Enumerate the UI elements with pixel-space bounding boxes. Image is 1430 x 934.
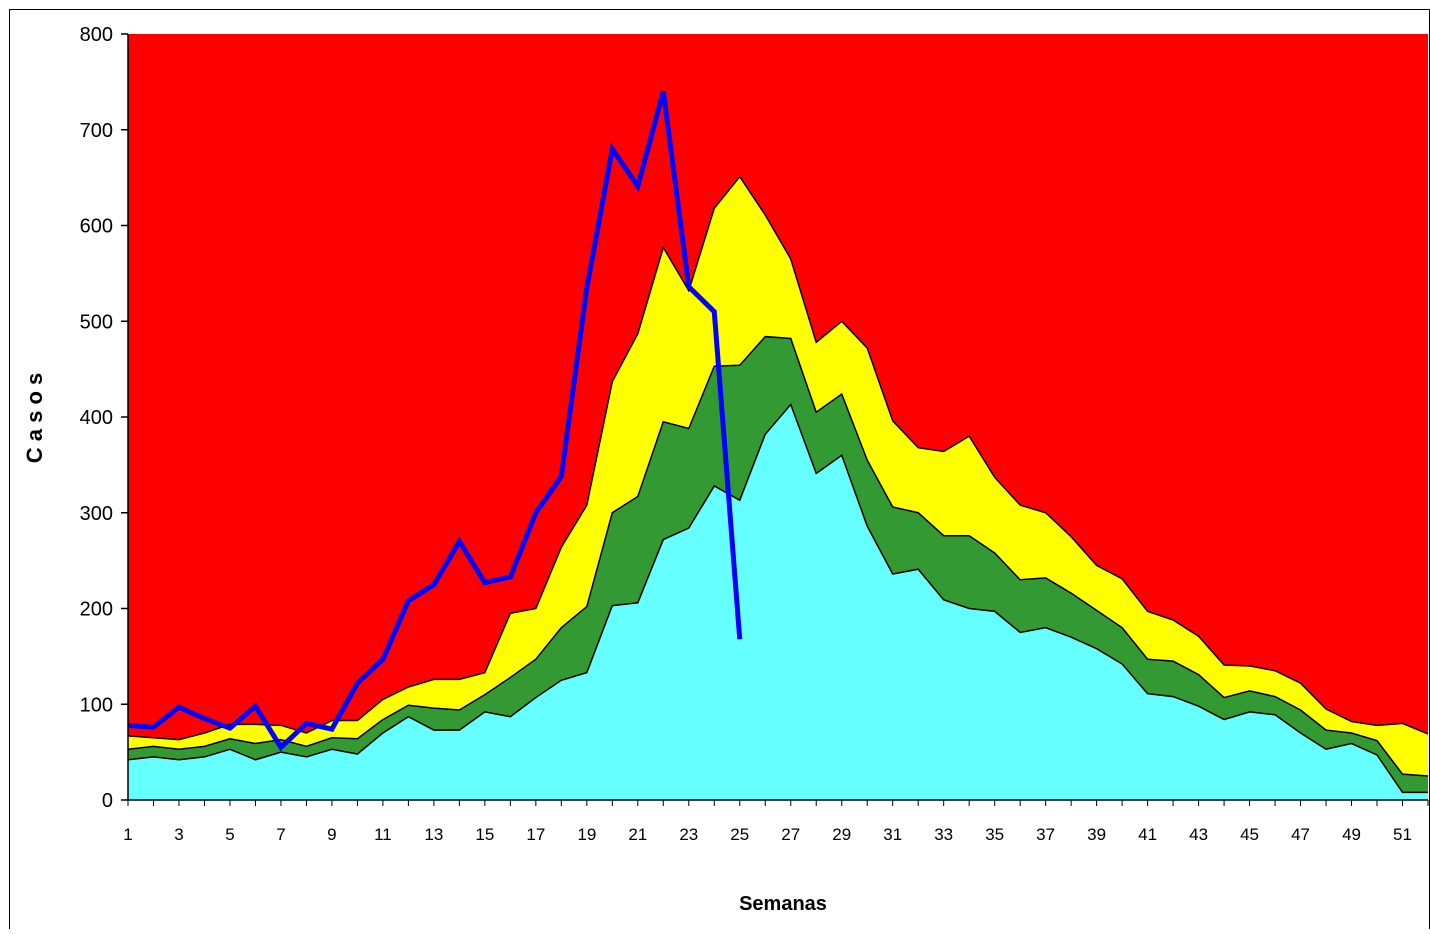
x-tick-label: 21 — [628, 825, 647, 844]
x-tick-label: 17 — [526, 825, 545, 844]
security-band-edge — [127, 335, 1429, 777]
channel-bands — [127, 175, 1429, 801]
x-tick-label: 1 — [123, 825, 132, 844]
x-tick-label: 13 — [424, 825, 443, 844]
x-tick-label: 25 — [730, 825, 749, 844]
x-tick-label: 9 — [327, 825, 336, 844]
x-tick-label: 23 — [679, 825, 698, 844]
x-tick-label: 19 — [577, 825, 596, 844]
y-axis-tick-labels: 0 100 200 300 400 500 600 700 800 — [80, 24, 113, 812]
x-tick-label: 11 — [374, 825, 392, 844]
x-tick-label: 49 — [1342, 825, 1361, 844]
y-tick-label: 500 — [80, 311, 113, 333]
x-tick-label: 51 — [1393, 825, 1412, 844]
x-axis-label: Semanas — [739, 893, 827, 915]
success-band-area — [128, 404, 1428, 800]
x-tick-label: 45 — [1240, 825, 1259, 844]
current-series-line — [127, 90, 743, 752]
y-tick-label: 800 — [80, 24, 113, 46]
x-tick-label: 43 — [1189, 825, 1208, 844]
alert-band-edge — [127, 175, 1429, 741]
x-tick-label: 47 — [1291, 825, 1310, 844]
x-tick-label: 31 — [883, 825, 902, 844]
x-tick-label: 7 — [276, 825, 285, 844]
x-axis-tick-labels: 1 3 5 7 9 11 13 15 17 19 21 23 25 27 29 31 33 35 37 39 41 43 4… — [123, 825, 1412, 844]
plot-area — [127, 34, 1429, 801]
x-tick-label: 29 — [832, 825, 851, 844]
axes — [121, 33, 1429, 806]
y-tick-label: 700 — [80, 120, 113, 142]
x-tick-label: 35 — [985, 825, 1004, 844]
y-tick-label: 300 — [80, 503, 113, 525]
x-tick-label: 27 — [781, 825, 800, 844]
x-tick-label: 41 — [1138, 825, 1157, 844]
y-axis-label: C a s o s — [22, 373, 47, 463]
current-year-line — [127, 90, 743, 752]
x-tick-label: 37 — [1036, 825, 1055, 844]
x-tick-label: 15 — [475, 825, 494, 844]
y-tick-label: 200 — [80, 599, 113, 621]
x-tick-label: 33 — [934, 825, 953, 844]
x-tick-label: 39 — [1087, 825, 1106, 844]
y-tick-label: 400 — [80, 407, 113, 429]
success-band-edge — [127, 403, 1428, 794]
y-tick-label: 100 — [80, 694, 113, 716]
y-tick-label: 0 — [102, 790, 113, 812]
x-tick-label: 3 — [174, 825, 183, 844]
y-tick-label: 600 — [80, 216, 113, 238]
x-tick-label: 5 — [225, 825, 234, 844]
